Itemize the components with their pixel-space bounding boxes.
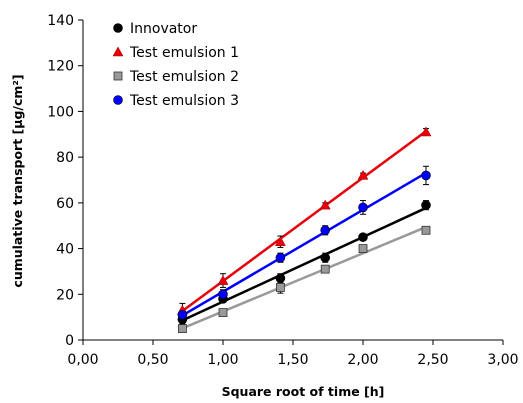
data-point — [421, 170, 431, 181]
y-axis-title: cumulative transport [µg/cm²] — [10, 74, 25, 287]
data-point — [218, 308, 228, 317]
data-point — [421, 200, 431, 210]
x-tick-label: 1,50 — [277, 352, 308, 368]
x-axis-title: Square root of time [h] — [222, 384, 385, 399]
y-tick-label: 100 — [47, 104, 74, 120]
data-point — [320, 264, 330, 274]
y-tick-label: 60 — [56, 196, 74, 212]
data-point — [420, 126, 432, 137]
data-point — [421, 225, 431, 235]
legend-label: Innovator — [130, 21, 197, 37]
y-tick-label: 40 — [56, 242, 74, 258]
axes — [82, 20, 503, 341]
legend-marker — [112, 46, 124, 57]
data-point — [218, 289, 228, 300]
data-point — [319, 199, 331, 210]
x-tick-label: 1,00 — [207, 352, 238, 368]
data-point — [357, 169, 369, 180]
y-tick-label: 120 — [47, 59, 74, 75]
legend-marker — [113, 23, 123, 33]
y-tick-label: 0 — [65, 333, 74, 349]
data-point — [275, 252, 286, 263]
data-points — [176, 126, 432, 333]
data-point — [275, 283, 285, 292]
legend-marker — [113, 71, 123, 81]
y-tick-label: 80 — [56, 150, 74, 166]
data-point — [274, 236, 286, 246]
legend-label: Test emulsion 3 — [129, 93, 239, 109]
legend-label: Test emulsion 1 — [129, 45, 239, 61]
data-point — [275, 273, 286, 284]
data-point — [177, 324, 187, 333]
x-tick-label: 3,00 — [487, 352, 518, 368]
y-tick-label: 140 — [47, 13, 74, 29]
legend-label: Test emulsion 2 — [129, 69, 239, 85]
trendline — [181, 206, 427, 322]
data-point — [217, 275, 229, 285]
x-tick-label: 2,00 — [347, 352, 378, 368]
data-point — [177, 310, 188, 320]
x-axis-ticks: 0,00 0,50 1,00 1,50 2,00 2,50 3,00 — [67, 340, 519, 368]
legend-marker — [113, 95, 123, 105]
data-point — [358, 232, 368, 242]
y-tick-label: 20 — [56, 287, 74, 303]
x-tick-label: 2,50 — [417, 352, 448, 368]
data-point — [358, 202, 368, 213]
data-point — [358, 244, 368, 253]
legend: Innovator Test emulsion 1 Test emulsion 2 T… — [112, 21, 239, 109]
error-bars — [179, 128, 429, 332]
x-tick-label: 0,00 — [67, 352, 98, 368]
y-axis-ticks: 0 20 40 60 80 100 120 140 — [47, 13, 83, 349]
data-point — [320, 252, 331, 263]
x-tick-label: 0,50 — [137, 352, 168, 368]
data-point — [320, 225, 331, 236]
